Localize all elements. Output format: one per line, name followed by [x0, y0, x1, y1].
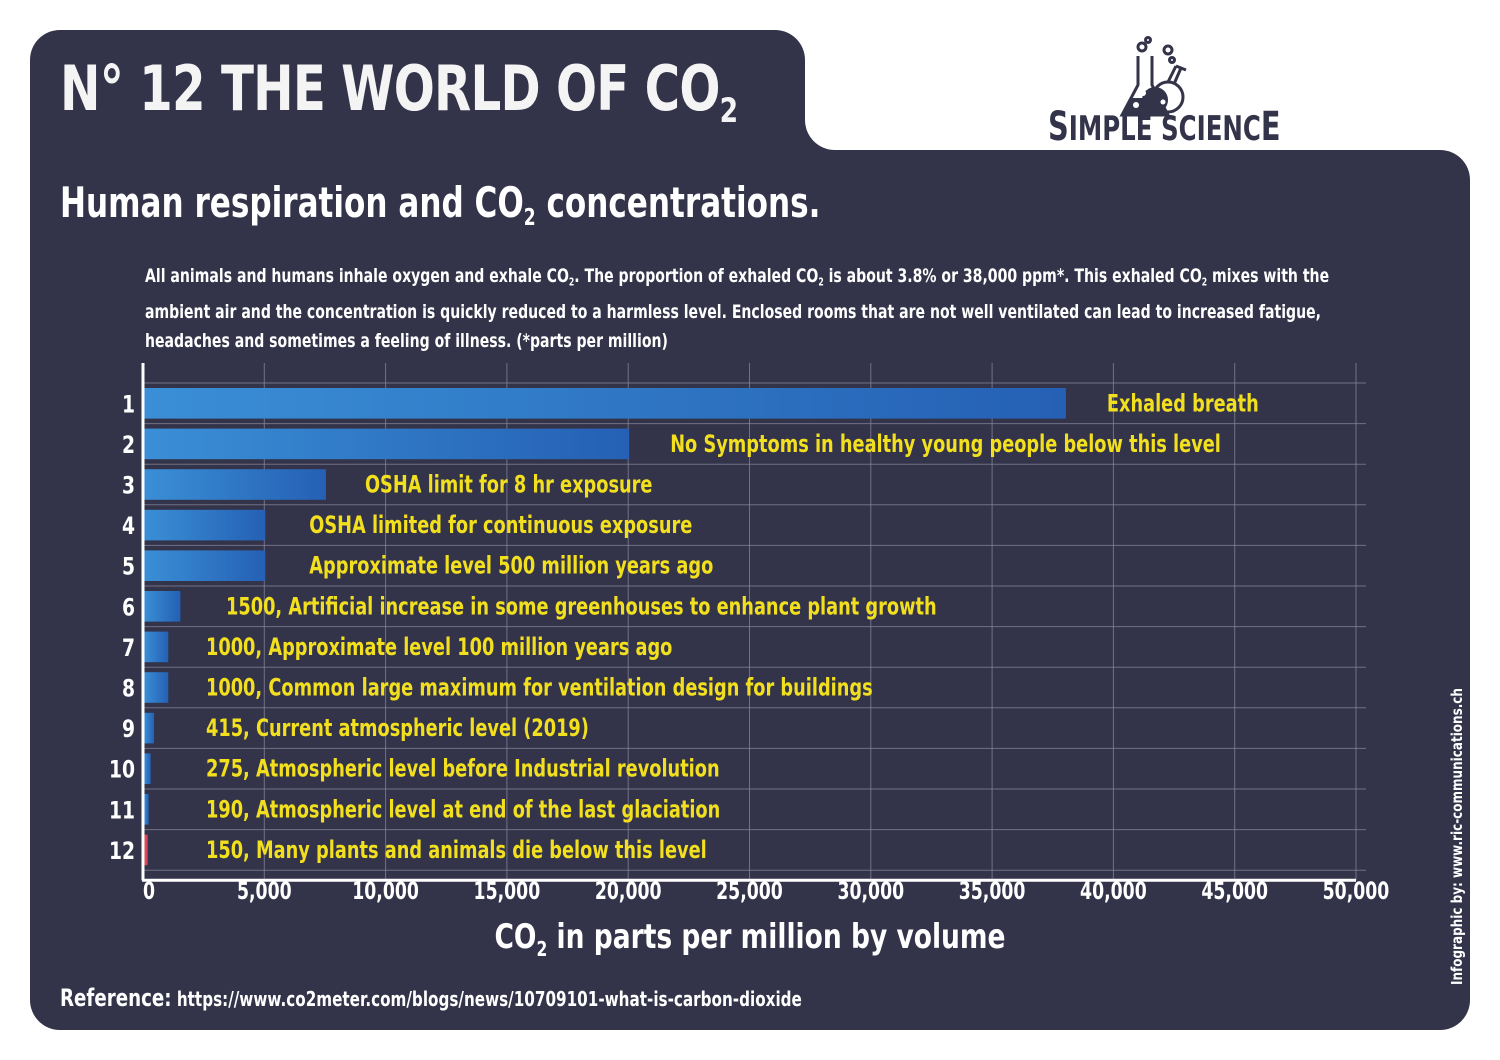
bar-9 — [144, 712, 155, 744]
bar-annotation-2: No Symptoms in healthy young people belo… — [670, 429, 1221, 457]
bar-annotation-12: 150, Many plants and animals die below t… — [206, 835, 707, 863]
bar-11 — [144, 794, 149, 825]
x-axis-label-post: in parts per million by volume — [547, 918, 1005, 957]
bar-12 — [144, 834, 148, 866]
y-tick-label: 2 — [122, 432, 135, 460]
x-tick-label: 45,000 — [1201, 877, 1268, 905]
y-tick-label: 9 — [122, 716, 135, 744]
x-tick-labels: 0 5,000 10,000 15,000 20,000 25,000 30,000 35,0… — [143, 877, 1389, 905]
bar-annotation-10: 275, Atmospheric level before Industrial… — [206, 754, 720, 782]
bar-annotation-4: OSHA limited for continuous exposure — [309, 510, 692, 538]
axes — [141, 363, 1356, 882]
annotations: Exhaled breath No Symptoms in healthy you… — [206, 389, 1259, 864]
description-part: is about 3.8% or 38,000 ppm*. This exhal… — [823, 265, 1202, 287]
y-tick-label: 11 — [109, 797, 135, 825]
description-part: . The proportion of exhaled CO — [574, 265, 819, 287]
bar-annotation-6: 1500, Artificial increase in some greenh… — [226, 592, 937, 620]
y-tick-label: 10 — [109, 757, 135, 785]
bar-2 — [144, 428, 630, 460]
x-tick-label: 30,000 — [837, 877, 904, 905]
bar-8 — [144, 672, 169, 703]
y-tick-label: 7 — [122, 635, 135, 663]
x-tick-label: 10,000 — [352, 877, 419, 905]
bar-1 — [144, 388, 1066, 419]
bar-7 — [144, 631, 169, 663]
subtitle-subscript: 2 — [523, 205, 536, 232]
x-tick-label: 0 — [143, 877, 155, 905]
flasks-icon — [1119, 36, 1187, 117]
reference-url[interactable]: https://www.co2meter.com/blogs/news/1070… — [171, 987, 802, 1011]
x-axis-label: CO2 in parts per million by volume — [494, 918, 1005, 962]
x-tick-label: 25,000 — [716, 877, 783, 905]
y-tick-label: 1 — [122, 391, 135, 419]
x-tick-label: 5,000 — [237, 877, 292, 905]
x-axis-label-pre: CO — [494, 918, 536, 957]
reference: Reference: https://www.co2meter.com/blog… — [60, 984, 802, 1012]
description-part: mixes with the ambient air and the conce… — [145, 265, 1330, 352]
credit-text: Infographic by: www.ric-communications.c… — [1448, 688, 1466, 985]
page-title-subscript: 2 — [719, 90, 738, 131]
x-tick-label: 15,000 — [474, 877, 541, 905]
bar-6 — [144, 591, 181, 622]
description-subscript: 2 — [568, 276, 575, 289]
y-tick-label: 3 — [122, 472, 135, 500]
logo-text-last: E — [1260, 104, 1281, 150]
description-part: All animals and humans inhale oxygen and… — [145, 265, 569, 287]
grid-lines — [143, 363, 1366, 881]
logo-text-middle: IMPLE SCIENC — [1068, 109, 1261, 149]
x-axis-label-subscript: 2 — [536, 938, 547, 961]
y-tick-label: 6 — [122, 594, 135, 622]
y-tick-label: 5 — [122, 554, 135, 582]
reference-label: Reference: — [60, 984, 172, 1012]
x-tick-label: 40,000 — [1080, 877, 1147, 905]
x-tick-label: 50,000 — [1323, 877, 1390, 905]
y-tick-label: 12 — [109, 838, 135, 866]
bar-4 — [144, 509, 266, 541]
logo-text-first: S — [1048, 104, 1069, 150]
y-tick-label: 8 — [122, 675, 135, 703]
bar-annotation-3: OSHA limit for 8 hr exposure — [365, 470, 653, 498]
description-subscript: 2 — [818, 276, 824, 289]
bar-3 — [144, 469, 326, 500]
logo-text: SIMPLE SCIENCE — [1048, 104, 1281, 150]
x-tick-label: 35,000 — [959, 877, 1026, 905]
chart-subtitle: Human respiration and CO2 concentrations… — [60, 178, 820, 231]
bar-annotation-9: 415, Current atmospheric level (2019) — [206, 713, 589, 741]
page-title-text: N° 12 THE WORLD OF CO — [60, 52, 720, 125]
bars — [144, 388, 1066, 866]
description-paragraph: All animals and humans inhale oxygen and… — [145, 262, 1359, 356]
bar-5 — [144, 550, 266, 581]
subtitle-post: concentrations. — [535, 178, 821, 227]
bar-annotation-11: 190, Atmospheric level at end of the las… — [206, 795, 720, 823]
y-tick-label: 4 — [122, 513, 135, 541]
subtitle-pre: Human respiration and CO — [60, 178, 524, 227]
x-tick-label: 20,000 — [595, 877, 662, 905]
bar-annotation-7: 1000, Approximate level 100 million year… — [206, 632, 672, 660]
bar-annotation-5: Approximate level 500 million years ago — [309, 551, 713, 579]
description-subscript: 2 — [1201, 276, 1208, 289]
bar-10 — [144, 753, 151, 784]
bar-annotation-1: Exhaled breath — [1107, 389, 1259, 417]
panel-notch-curve — [805, 90, 865, 150]
bar-annotation-8: 1000, Common large maximum for ventilati… — [206, 673, 873, 701]
page-title: N° 12 THE WORLD OF CO2 — [60, 52, 738, 131]
